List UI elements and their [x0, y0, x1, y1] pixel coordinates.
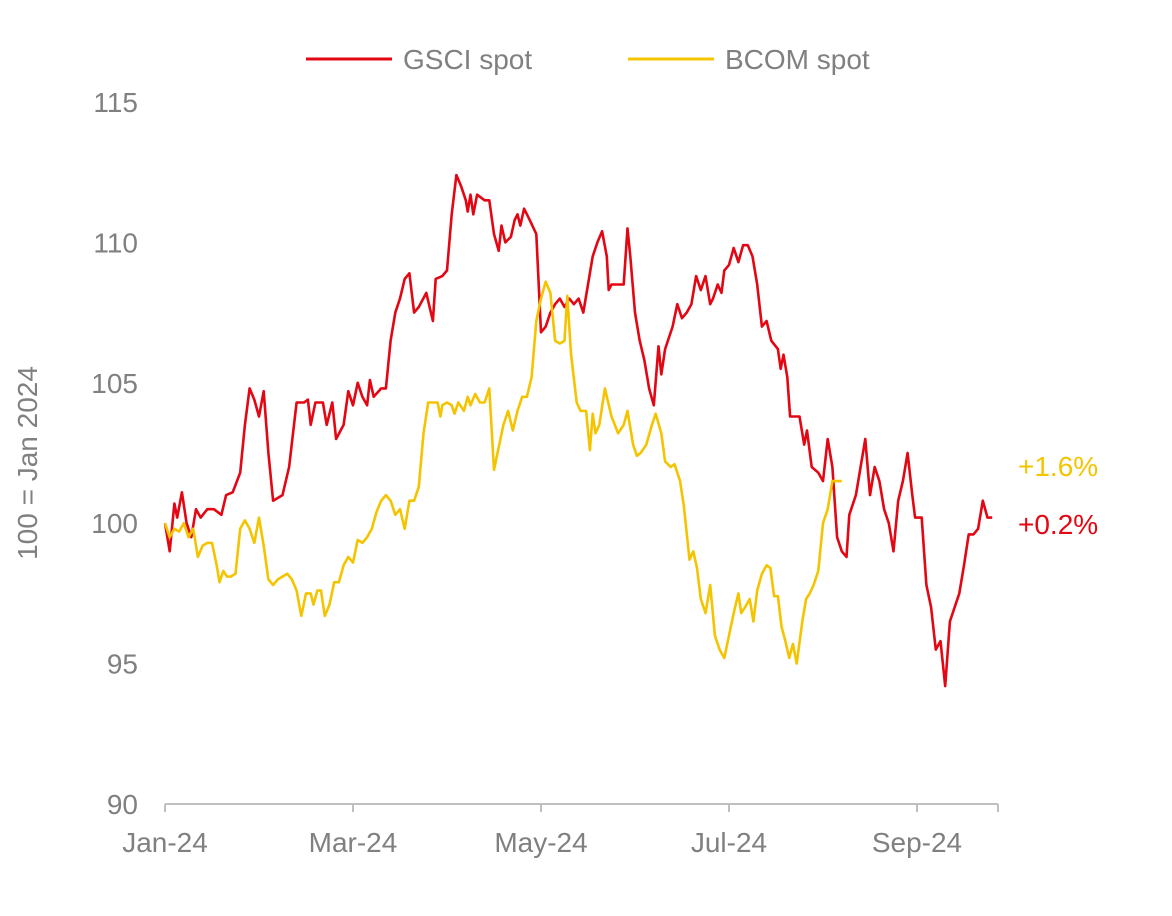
series-line-gsci-spot	[163, 173, 993, 688]
end-label-gsci-spot: +0.2%	[1018, 509, 1098, 540]
series-line-bcom-spot	[163, 280, 842, 665]
legend-label: BCOM spot	[725, 44, 870, 75]
y-tick-label: 105	[91, 368, 138, 399]
y-tick-label: 95	[107, 649, 138, 680]
x-tick-label: May-24	[494, 827, 587, 858]
x-tick-label: Sep-24	[872, 827, 962, 858]
legend: GSCI spot BCOM spot	[306, 44, 870, 75]
x-tick-label: Jul-24	[691, 827, 767, 858]
y-tick-label: 110	[93, 227, 138, 258]
plot-area	[163, 173, 993, 688]
axes: 90 95 100 105 110 115 100 = Jan 2024 Jan-24 Mar-…	[12, 87, 999, 858]
end-label-bcom-spot: +1.6%	[1018, 451, 1098, 482]
y-tick-label: 100	[91, 508, 138, 539]
x-tick-label: Jan-24	[122, 827, 208, 858]
y-tick-label: 90	[107, 789, 138, 820]
y-axis-title: 100 = Jan 2024	[12, 366, 43, 560]
end-labels: +0.2% +1.6%	[1018, 451, 1098, 540]
y-tick-label: 115	[93, 87, 138, 118]
x-tick-label: Mar-24	[309, 827, 398, 858]
legend-label: GSCI spot	[403, 44, 532, 75]
